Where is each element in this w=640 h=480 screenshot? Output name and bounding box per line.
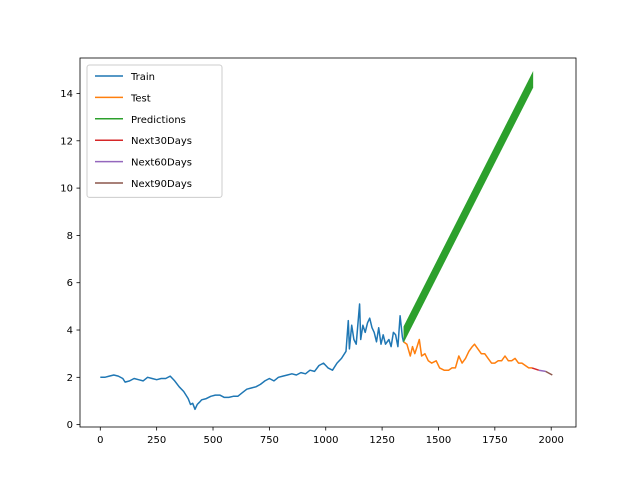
y-tick-label: 6 xyxy=(67,278,73,289)
series-layer xyxy=(100,71,553,411)
legend-label-next30days: Next30Days xyxy=(131,136,192,147)
legend-label-train: Train xyxy=(130,72,155,83)
legend-label-predictions: Predictions xyxy=(131,115,186,126)
legend-label-test: Test xyxy=(130,93,151,104)
x-tick-label: 1500 xyxy=(426,435,451,446)
y-tick-label: 4 xyxy=(67,326,73,337)
x-tick-label: 1000 xyxy=(313,435,338,446)
y-tick-label: 0 xyxy=(67,420,73,431)
legend-label-next90days: Next90Days xyxy=(131,179,192,190)
x-tick-label: 1750 xyxy=(482,435,507,446)
series-line-next30days xyxy=(531,367,540,371)
x-tick-label: 500 xyxy=(203,435,222,446)
x-tick-label: 750 xyxy=(260,435,279,446)
legend-box xyxy=(86,64,223,198)
legend-label-next60days: Next60Days xyxy=(131,158,192,169)
x-tick-label: 0 xyxy=(97,435,103,446)
series-line-next60days xyxy=(538,369,546,373)
plot-frame xyxy=(79,57,577,428)
series-band-predictions xyxy=(403,71,534,344)
y-tick-label: 8 xyxy=(67,231,73,242)
y-tick-label: 12 xyxy=(60,136,73,147)
x-tick-label: 2000 xyxy=(538,435,563,446)
y-tick-label: 14 xyxy=(60,89,73,100)
axes-layer: 0 250 500 750 1000 1250 1500 1750 2000 0 2 4 6 8 10 12 1… xyxy=(60,57,577,446)
y-tick-label: 2 xyxy=(67,373,73,384)
series-line-next90days xyxy=(545,370,553,376)
series-group xyxy=(100,71,553,411)
series-line-train xyxy=(100,303,405,411)
x-tick-label: 1250 xyxy=(369,435,394,446)
legend: Train Test Predictions Next30Days Next60Days… xyxy=(86,64,223,198)
y-tick-label: 10 xyxy=(60,184,73,195)
series-line-test xyxy=(403,338,532,371)
x-tick-label: 250 xyxy=(147,435,166,446)
